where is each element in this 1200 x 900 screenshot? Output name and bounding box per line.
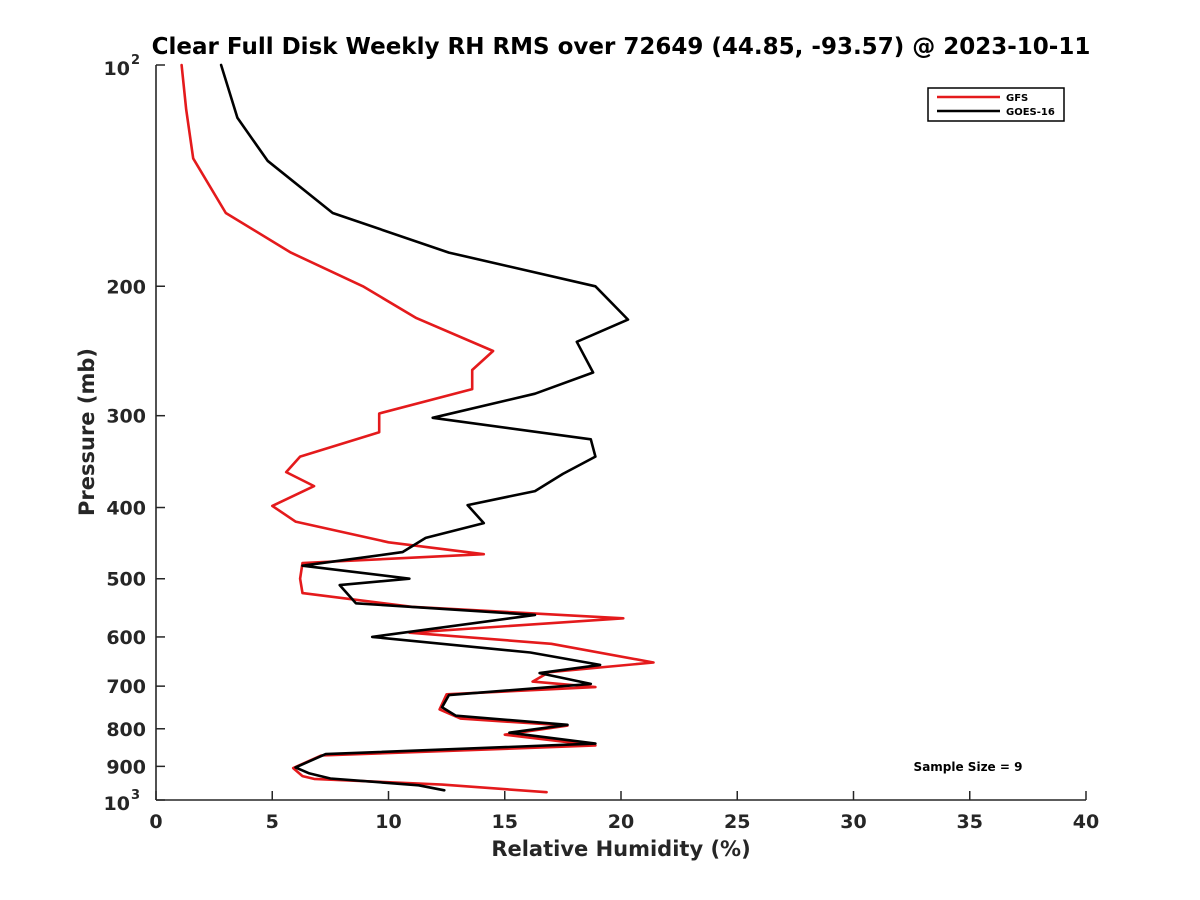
y-tick-exponent: 3 [131,788,140,803]
x-tick-label: 35 [957,811,983,833]
x-tick-label: 20 [608,811,634,833]
y-tick-label: 600 [106,627,146,649]
legend-label-gfs: GFS [1006,93,1028,104]
series-layer [180,63,655,794]
legend-box [927,87,1065,122]
series-line-gfs [180,63,655,794]
chart-title: Clear Full Disk Weekly RH RMS over 72649… [152,34,1091,60]
y-axis-label: Pressure (mb) [75,348,99,516]
plot-frame [155,65,1086,801]
sample-size-annotation: Sample Size = 9 [914,760,1023,774]
legend: GFS GOES-16 [927,87,1065,122]
x-axis-ticks: 0 5 10 15 20 25 30 35 40 [149,791,1099,833]
x-tick-label: 40 [1073,811,1099,833]
y-tick-label: 800 [106,719,146,741]
legend-label-goes16: GOES-16 [1006,107,1055,118]
series-line-goes16 [219,63,630,792]
y-tick-base: 10 [104,793,130,815]
y-tick-label: 700 [106,676,146,698]
y-tick-label: 900 [106,756,146,778]
x-tick-label: 15 [492,811,518,833]
x-tick-label: 30 [840,811,866,833]
x-tick-label: 25 [724,811,750,833]
x-tick-label: 10 [375,811,401,833]
y-tick-label-power: 10 3 [104,788,141,815]
y-tick-label: 300 [106,406,146,428]
y-tick-label-power: 10 2 [104,53,141,80]
y-tick-label: 200 [106,276,146,298]
y-tick-exponent: 2 [131,53,140,68]
y-tick-label: 400 [106,498,146,520]
y-tick-label: 500 [106,569,146,591]
x-tick-label: 5 [266,811,279,833]
x-axis-label: Relative Humidity (%) [491,837,750,861]
x-tick-label: 0 [149,811,162,833]
y-tick-base: 10 [104,58,130,80]
